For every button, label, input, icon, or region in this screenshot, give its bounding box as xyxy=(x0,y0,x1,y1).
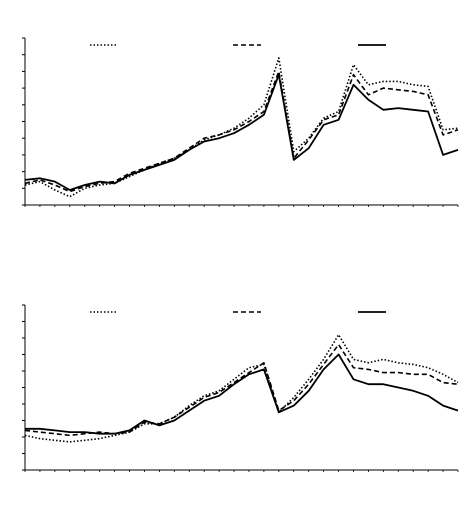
series-line xyxy=(24,70,459,193)
series-line xyxy=(24,73,459,191)
series-line xyxy=(24,333,459,443)
series-line xyxy=(24,57,459,198)
series-line xyxy=(24,343,459,437)
series-line xyxy=(25,353,459,435)
